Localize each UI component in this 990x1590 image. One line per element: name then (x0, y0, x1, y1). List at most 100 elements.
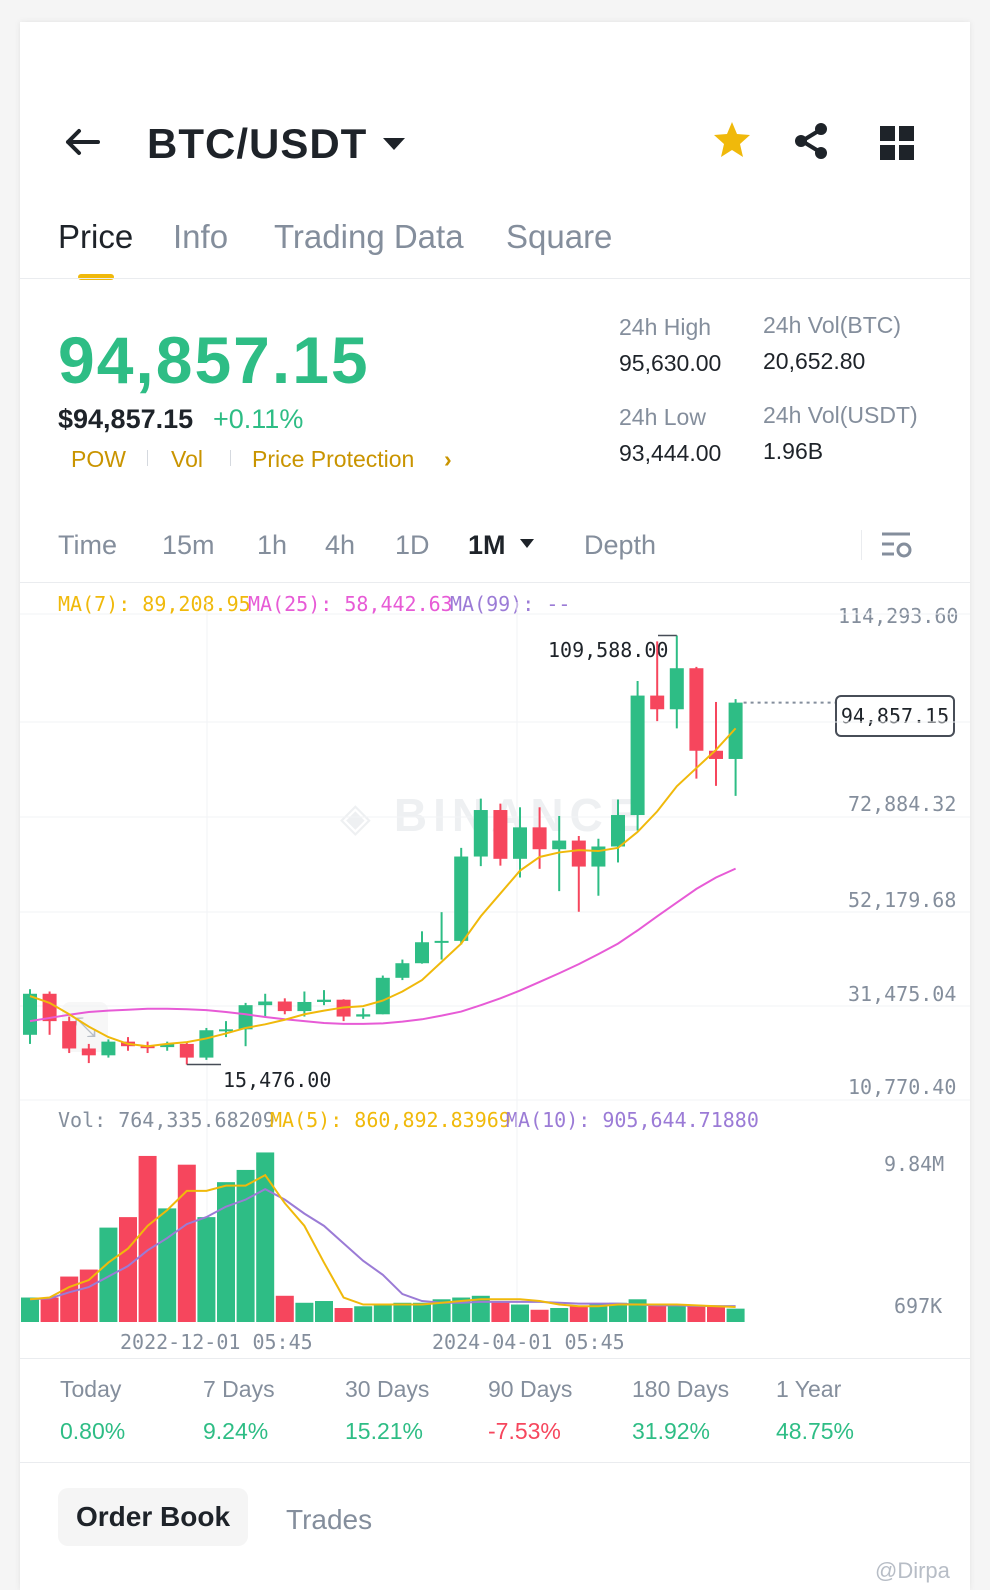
ma25-label: MA(25): 58,442.63 (248, 592, 453, 616)
candle-body (101, 1041, 116, 1056)
volume-bar (40, 1297, 59, 1322)
perf-label-today: Today (60, 1376, 122, 1402)
perf-label-7d: 7 Days (203, 1376, 275, 1402)
candle-body (238, 1005, 253, 1030)
volume-bar (726, 1308, 745, 1322)
volume-bar (138, 1155, 157, 1322)
candle-body (689, 668, 704, 751)
caret-down-icon[interactable] (382, 136, 406, 152)
tag-pow[interactable]: POW (71, 446, 126, 472)
divider (20, 1462, 970, 1463)
volume-ma5-label: MA(5): 860,892.83969 (270, 1108, 511, 1132)
tag-separator (147, 450, 148, 466)
interval-caret-down-icon[interactable] (519, 538, 535, 550)
volume-bar (511, 1304, 529, 1322)
tab-order-book[interactable]: Order Book (58, 1488, 248, 1546)
candle-body (375, 977, 390, 1015)
share-icon[interactable] (792, 122, 830, 160)
volume-bar (334, 1308, 353, 1322)
volume-ma10-label: MA(10): 905,644.71880 (506, 1108, 759, 1132)
candle-body (23, 993, 37, 1035)
candle-body (277, 1001, 292, 1012)
volume-bar (707, 1306, 725, 1322)
volume-bar (491, 1301, 510, 1322)
volume-bar (197, 1217, 216, 1322)
candle-body (81, 1048, 96, 1056)
volume-bar (275, 1295, 294, 1322)
tab-info[interactable]: Info (173, 218, 229, 255)
volume-bar (315, 1301, 333, 1322)
back-arrow-icon[interactable] (62, 122, 102, 162)
volume-bar (550, 1308, 569, 1322)
stat-24h-high-value: 95,630.00 (619, 350, 722, 376)
stat-24h-vol-usdt-label: 24h Vol(USDT) (763, 402, 918, 428)
candle-body (62, 1021, 77, 1049)
tab-trading-data[interactable]: Trading Data (274, 218, 464, 255)
candle-body (356, 1014, 371, 1017)
y-axis-tick: 31,475.04 (848, 982, 957, 1006)
chevron-right-icon[interactable]: › (444, 446, 452, 472)
candle-body (258, 1001, 273, 1006)
volume-axis-tick: 9.84M (884, 1152, 945, 1176)
candlestick-chart[interactable] (20, 22, 970, 1362)
interval-4h[interactable]: 4h (325, 530, 356, 560)
candle-body (552, 840, 567, 850)
star-icon[interactable] (712, 120, 752, 160)
pair-title[interactable]: BTC/USDT (147, 120, 368, 167)
candle-body (199, 1030, 214, 1058)
perf-value-today: 0.80% (60, 1418, 126, 1444)
volume-bar (177, 1164, 196, 1322)
last-price: 94,857.15 (58, 323, 370, 397)
interval-time[interactable]: Time (58, 530, 117, 560)
tab-square[interactable]: Square (506, 218, 613, 255)
ma7-label: MA(7): 89,208.95 (58, 592, 251, 616)
binance-logo-icon: ◈ (340, 796, 394, 840)
candle-body (728, 702, 743, 759)
candle-body (630, 695, 645, 816)
current-price-tag: 94,857.15 (835, 695, 955, 737)
perf-value-30d: 15.21% (345, 1418, 424, 1444)
interval-depth[interactable]: Depth (584, 530, 657, 560)
x-axis-tick: 2022-12-01 05:45 (120, 1330, 313, 1354)
tab-trades[interactable]: Trades (286, 1504, 373, 1535)
max-price-label: 109,588.00 (548, 638, 669, 662)
grid-icon[interactable] (880, 126, 914, 160)
price-change-percent: +0.11% (213, 404, 304, 434)
volume-bar (569, 1306, 588, 1322)
usd-price: $94,857.15 (58, 404, 194, 434)
volume-bar (413, 1302, 431, 1322)
interval-1d[interactable]: 1D (395, 530, 430, 560)
chart-settings-icon[interactable] (880, 530, 914, 562)
candle-body (415, 942, 429, 964)
candle-body (473, 810, 488, 857)
volume-bar (530, 1309, 549, 1322)
perf-label-180d: 180 Days (632, 1376, 730, 1402)
stat-24h-low-value: 93,444.00 (619, 440, 722, 466)
volume-bar (60, 1276, 79, 1322)
stat-24h-low-label: 24h Low (619, 404, 706, 430)
candle-body (650, 695, 665, 710)
interval-15m[interactable]: 15m (162, 530, 215, 560)
ma25-line (29, 867, 737, 1025)
perf-label-1y: 1 Year (776, 1376, 842, 1402)
min-price-label: 15,476.00 (223, 1068, 332, 1092)
candle-body (179, 1043, 194, 1058)
candle-body (297, 1001, 312, 1012)
tag-vol[interactable]: Vol (171, 446, 203, 472)
y-axis-tick: 72,884.32 (848, 792, 957, 816)
interval-1h[interactable]: 1h (257, 530, 288, 560)
stat-24h-vol-btc-label: 24h Vol(BTC) (763, 312, 902, 338)
volume-bar (609, 1302, 627, 1322)
ma7-line (29, 727, 737, 1048)
y-axis-tick: 52,179.68 (848, 888, 957, 912)
tag-price-protection[interactable]: Price Protection (252, 446, 415, 472)
volume-bar (373, 1304, 392, 1322)
y-axis-tick: 10,770.40 (848, 1075, 957, 1099)
candle-body (709, 750, 723, 759)
divider (20, 1358, 970, 1359)
candle-body (434, 940, 449, 943)
candle-body (669, 668, 684, 710)
interval-1m[interactable]: 1M (468, 530, 506, 560)
tab-price[interactable]: Price (58, 218, 134, 255)
volume-bar (589, 1304, 608, 1322)
